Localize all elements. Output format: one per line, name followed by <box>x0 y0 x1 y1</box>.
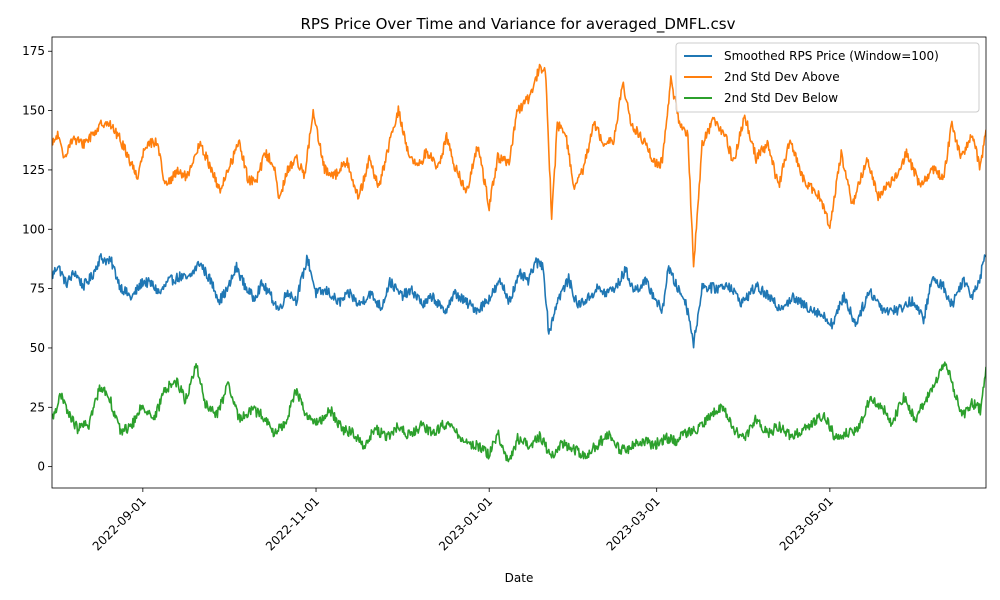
legend-label: 2nd Std Dev Below <box>724 91 838 105</box>
legend-entries: Smoothed RPS Price (Window=100) 2nd Std D… <box>684 49 939 105</box>
plot-area <box>51 36 987 489</box>
legend-label: 2nd Std Dev Above <box>724 70 840 84</box>
legend: Smoothed RPS Price (Window=100) 2nd Std D… <box>675 42 980 113</box>
y-tick-label: 125 <box>22 163 45 177</box>
series-line-3 <box>52 361 986 463</box>
y-axis: 0 25 50 75 100 125 150 175 <box>22 44 52 474</box>
y-tick-label: 175 <box>22 44 45 58</box>
chart-title: RPS Price Over Time and Variance for ave… <box>301 15 736 34</box>
plot-frame <box>51 36 987 489</box>
y-tick-label: 25 <box>30 400 45 414</box>
series-line-2 <box>52 63 986 268</box>
series-line-1 <box>52 253 986 349</box>
y-tick-label: 100 <box>22 222 45 236</box>
series-layer <box>52 63 986 463</box>
legend-label: Smoothed RPS Price (Window=100) <box>724 49 939 63</box>
x-axis-label: Date <box>505 571 534 585</box>
y-tick-label: 50 <box>30 341 45 355</box>
legend-box <box>675 42 980 113</box>
y-tick-label: 0 <box>37 460 45 474</box>
y-tick-label: 75 <box>30 282 45 296</box>
y-tick-label: 150 <box>22 104 45 118</box>
